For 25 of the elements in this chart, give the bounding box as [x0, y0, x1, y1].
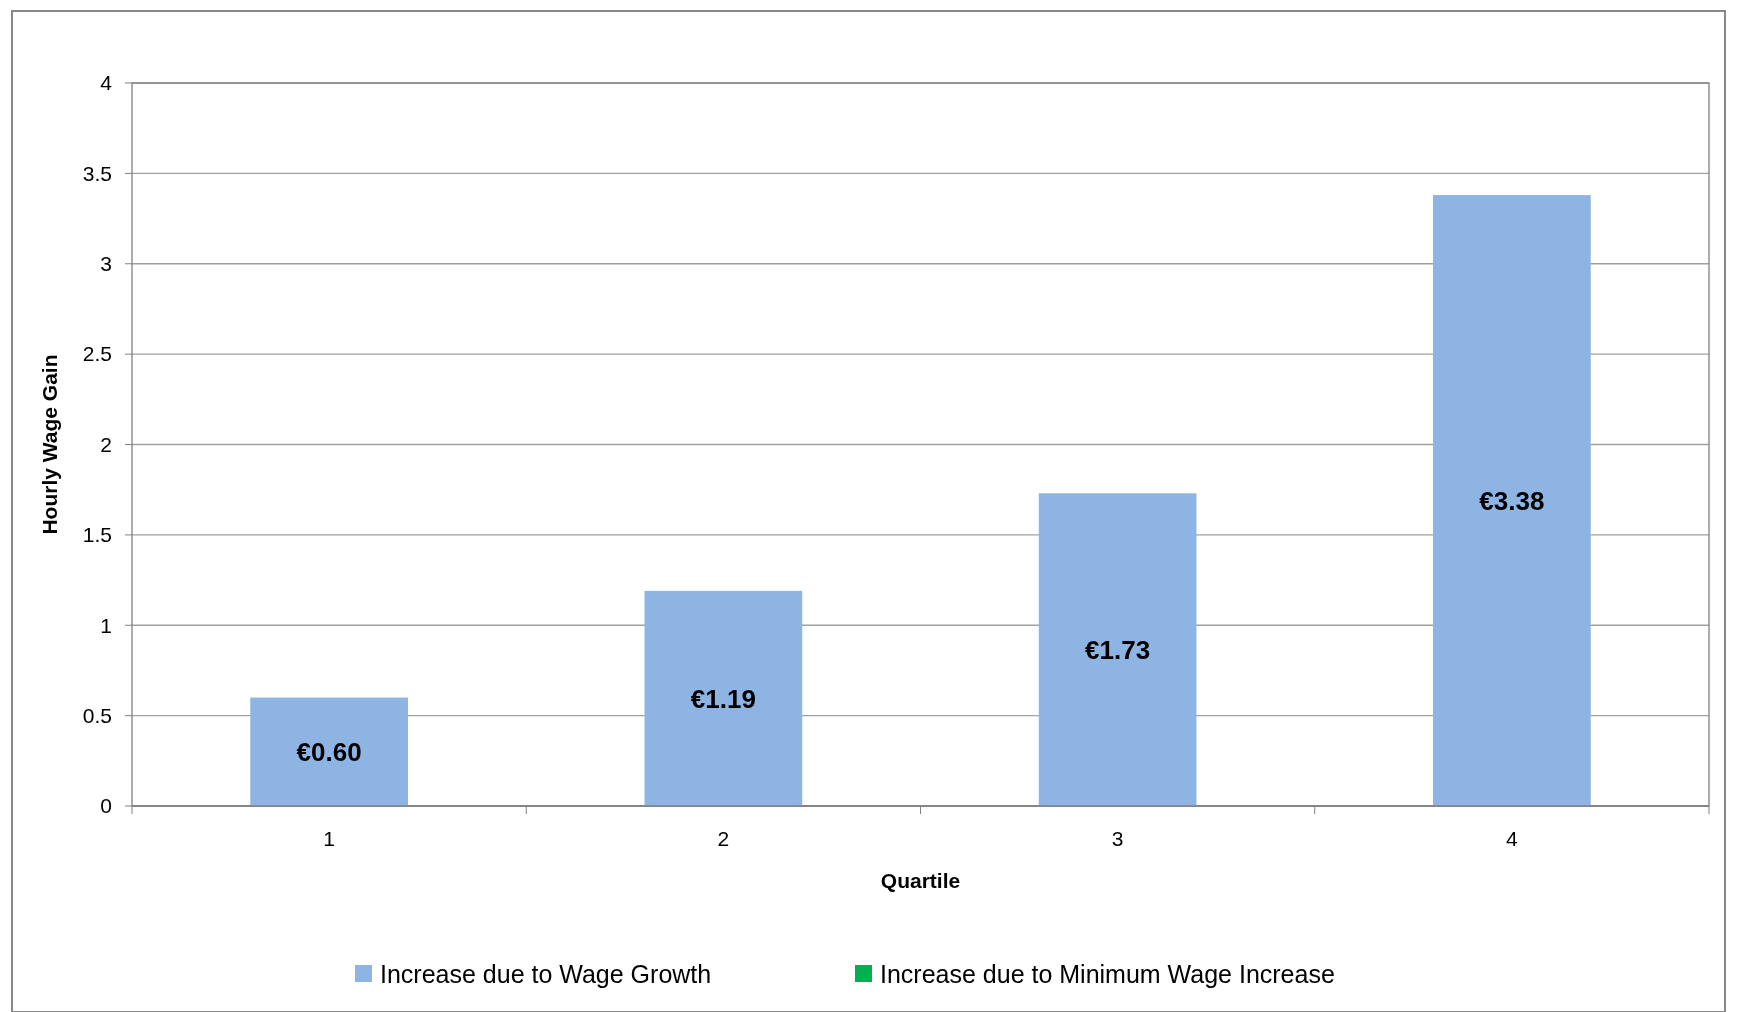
bar	[1038, 493, 1197, 806]
y-tick-label: 1	[100, 613, 112, 637]
bar	[250, 697, 408, 806]
legend-label: Increase due to Wage Growth	[380, 959, 712, 988]
y-axis-title: Hourly Wage Gain	[38, 354, 61, 535]
x-tick-label: 4	[1506, 827, 1519, 850]
data-label: €1.19	[690, 683, 756, 714]
y-tick-label: 0	[100, 794, 112, 818]
x-tick-label: 2	[717, 827, 730, 850]
x-tick-label: 1	[323, 827, 335, 850]
legend-label: Increase due to Minimum Wage Increase	[880, 959, 1335, 988]
y-tick-label: 3.5	[82, 161, 112, 185]
y-tick-label: 1.5	[82, 523, 112, 547]
y-tick-label: 2.5	[82, 342, 112, 366]
y-tick-label: 0.5	[82, 703, 112, 727]
x-axis-title: Quartile	[880, 869, 961, 892]
data-label: €0.60	[296, 736, 362, 767]
data-label: €3.38	[1479, 485, 1545, 516]
data-label: €1.73	[1085, 634, 1151, 665]
bar	[1433, 195, 1591, 806]
y-tick-label: 2	[100, 432, 112, 456]
y-tick-label: 3	[100, 252, 112, 276]
bar	[644, 590, 803, 806]
y-tick-label: 4	[100, 71, 113, 95]
x-tick-label: 3	[1111, 827, 1124, 850]
